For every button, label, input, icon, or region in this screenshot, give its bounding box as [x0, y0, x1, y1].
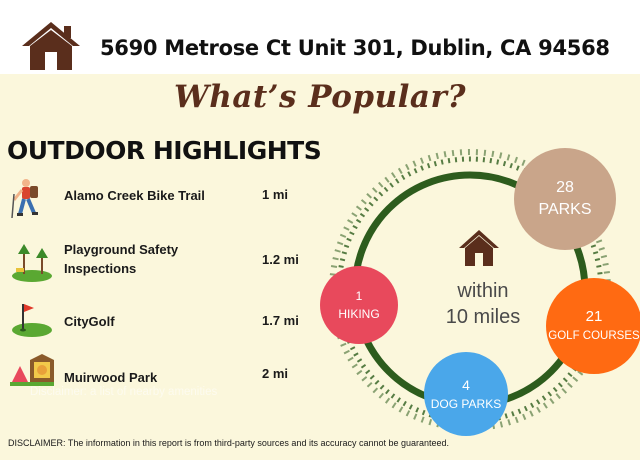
page-headline: What’s Popular?	[173, 79, 467, 115]
bubble-label: GOLF COURSES	[548, 330, 640, 342]
header-bar: 5690 Metrose Ct Unit 301, Dublin, CA 945…	[0, 0, 640, 74]
property-address: 5690 Metrose Ct Unit 301, Dublin, CA 945…	[100, 36, 610, 60]
bubble-count: 4	[462, 376, 470, 393]
item-label: Playground Safety Inspections	[64, 242, 179, 276]
park-icon	[10, 354, 54, 386]
list-item-citygolf: CityGolf 1.7 mi	[0, 296, 320, 352]
hiker-icon	[11, 179, 38, 219]
radius-line-2: 10 miles	[445, 306, 521, 328]
hiking-count-bubble: 1 HIKING	[320, 266, 398, 344]
radius-caption: within 10 miles	[428, 278, 538, 330]
list-item-playground-safety: Playground Safety Inspections 1.2 mi	[0, 238, 320, 294]
item-distance: 2 mi	[262, 366, 289, 381]
list-item-muirwood-park: Muirwood Park 2 mi	[0, 352, 320, 408]
bubble-count: 1	[355, 289, 363, 303]
parks-count-bubble: 28 PARKS	[514, 148, 616, 250]
bubble-count: 21	[585, 308, 603, 325]
bubble-label: DOG PARKS	[430, 396, 502, 411]
disclaimer-text: DISCLAIMER: The information in this repo…	[8, 438, 450, 448]
dog-parks-count-bubble: 4 DOG PARKS	[424, 352, 508, 436]
bubble-label: HIKING	[338, 307, 380, 321]
playground-icon	[12, 244, 52, 282]
item-label: CityGolf	[64, 314, 115, 329]
item-distance: 1 mi	[262, 187, 289, 202]
item-distance: 1.2 mi	[262, 252, 299, 267]
house-icon	[22, 22, 80, 70]
list-item-alamo-creek: Alamo Creek Bike Trail 1 mi	[0, 172, 320, 228]
outdoor-highlights-title: OUTDOOR HIGHLIGHTS	[7, 136, 322, 165]
item-label: Muirwood Park	[64, 370, 158, 385]
item-label: Alamo Creek Bike Trail	[64, 188, 205, 203]
golf-courses-count-bubble: 21 GOLF COURSES	[546, 278, 640, 374]
bubble-label: PARKS	[538, 201, 592, 218]
radius-line-1: within	[457, 280, 509, 302]
item-distance: 1.7 mi	[262, 313, 299, 328]
bubble-count: 28	[556, 179, 574, 196]
faded-overlay-text: Disclaimer: a list of nearby amenities	[30, 386, 218, 398]
house-icon	[459, 230, 499, 266]
golf-flag-icon	[12, 304, 52, 337]
